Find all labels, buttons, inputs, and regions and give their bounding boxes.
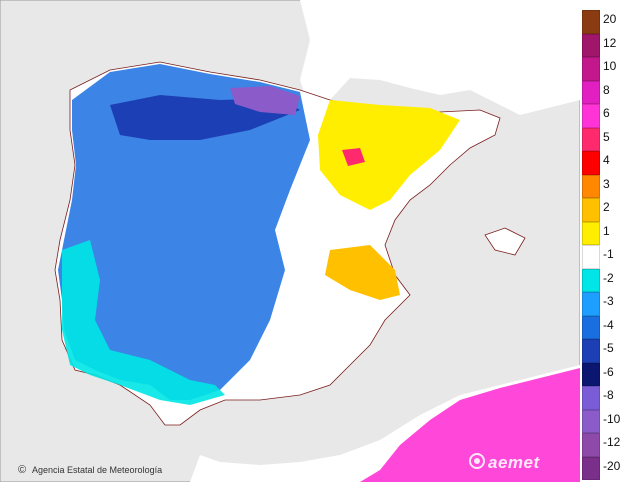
copyright-icon: © [18, 464, 27, 476]
legend-tick-label: -6 [603, 364, 614, 379]
legend-swatch [582, 127, 600, 151]
legend-tick-label: 6 [603, 106, 610, 120]
map-credit: Agencia Estatal de Meteorología [32, 465, 163, 475]
anomaly-cyan-coast [62, 240, 225, 405]
anomaly-warm-levante [325, 245, 400, 300]
balearic-islands [484, 227, 526, 256]
legend-tick-label: -12 [603, 435, 621, 449]
legend-tick-label: 10 [603, 59, 617, 73]
legend-tick-label: -4 [603, 317, 614, 332]
legend-swatch [582, 433, 600, 457]
legend-swatch [582, 456, 600, 480]
legend-tick-label: 5 [603, 129, 610, 144]
legend-swatch [582, 268, 600, 292]
legend-swatch [582, 33, 600, 57]
legend-tick-label: -20 [603, 458, 621, 473]
legend-tick-label: 8 [603, 82, 610, 97]
legend-swatch [582, 174, 600, 198]
legend-swatch [582, 409, 600, 433]
legend-tick-label: 12 [603, 35, 617, 50]
anomaly-cold-west [58, 64, 310, 400]
legend-swatch [582, 57, 600, 81]
temperature-anomaly-map [0, 0, 580, 482]
legend-swatch [582, 362, 600, 386]
legend-tick-label: 1 [603, 223, 610, 238]
legend-tick-label: -8 [603, 388, 614, 402]
legend-swatch [582, 245, 600, 269]
anomaly-warm-africa [360, 368, 580, 482]
aemet-logo: aemet [488, 453, 540, 472]
legend-swatch [582, 198, 600, 222]
anomaly-warm-red-spot [342, 148, 365, 166]
legend-swatch [582, 292, 600, 316]
france-landmass [300, 0, 580, 115]
legend-tick-label: -5 [603, 341, 614, 355]
legend-swatch [582, 10, 600, 34]
legend-tick-label: -3 [603, 294, 614, 308]
legend-swatch [582, 315, 600, 339]
legend-tick-label: 4 [603, 153, 610, 167]
anomaly-warm-ebro [318, 100, 460, 210]
legend-swatch [582, 339, 600, 363]
aemet-logo-icon [469, 453, 485, 469]
legend-swatch [582, 386, 600, 410]
legend-swatch [582, 104, 600, 128]
legend-tick-label: -2 [603, 270, 614, 285]
anomaly-violet-cantabria [230, 86, 300, 115]
legend-tick-label: -1 [603, 247, 614, 261]
legend-tick-label: 20 [603, 12, 617, 26]
legend-swatch [582, 221, 600, 245]
legend-tick-label: -10 [603, 411, 621, 426]
legend-swatch [582, 80, 600, 104]
color-legend: 20 12 10 8 6 5 4 3 2 1 -1 -2 -3 -4 -5 -6 -8 -10 -12 -20 [580, 0, 630, 500]
legend-tick-label: 2 [603, 200, 610, 214]
legend-swatch [582, 151, 600, 175]
legend-tick-label: 3 [603, 176, 610, 191]
